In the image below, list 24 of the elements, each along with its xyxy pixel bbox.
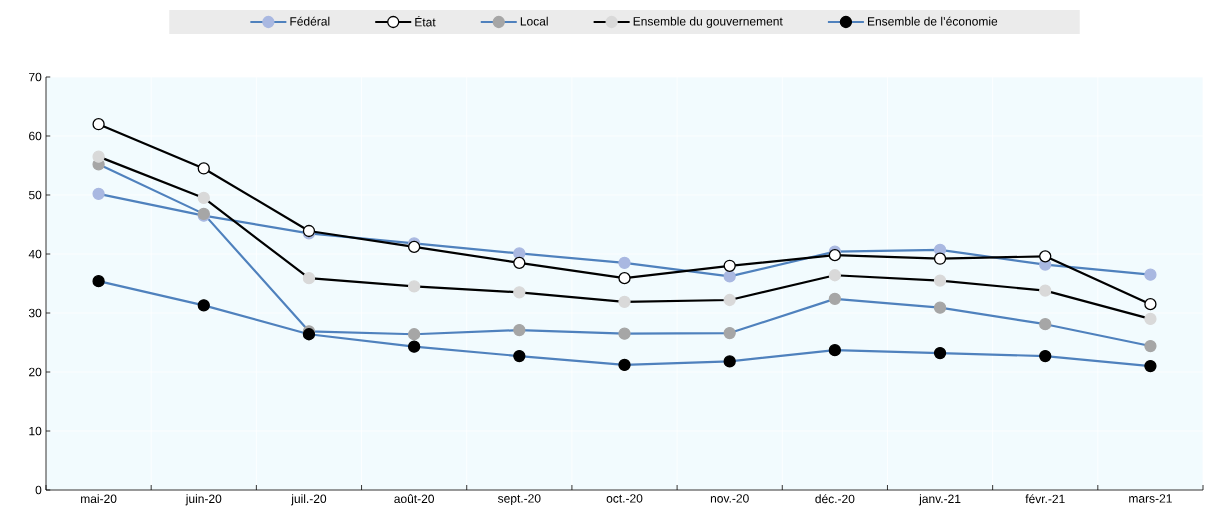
legend-label: Local [520,16,548,26]
y-tick-label: 50 [28,190,42,200]
x-tick-label: juin-20 [185,494,222,506]
x-tick-label: nov.-20 [710,494,749,503]
y-tick-label: 20 [29,367,42,377]
x-tick-label: févr.-21 [1025,494,1065,504]
x-tick-label: août-20 [394,494,435,504]
legend-label: Ensemble de l’économie [867,16,998,26]
y-tick-label: 60 [29,131,42,141]
y-tick-label: 0 [35,485,42,495]
y-tick-label: 30 [28,308,42,318]
legend-label: Ensemble du gouvernement [633,16,783,28]
y-tick-label: 10 [29,426,42,436]
legend-label: Fédéral [290,16,330,26]
y-tick-label: 40 [28,249,42,259]
x-tick-label: déc.-20 [815,494,855,504]
x-tick-label: mars-21 [1129,494,1172,503]
legend-label: État [415,15,436,27]
x-tick-label: sept.-20 [497,494,541,506]
x-tick-label: janv.-21 [918,494,961,506]
x-tick-label: oct.-20 [606,494,643,503]
x-tick-label: mai-20 [81,494,117,504]
y-tick-label: 70 [29,72,42,82]
x-tick-label: juil.-20 [290,494,327,506]
